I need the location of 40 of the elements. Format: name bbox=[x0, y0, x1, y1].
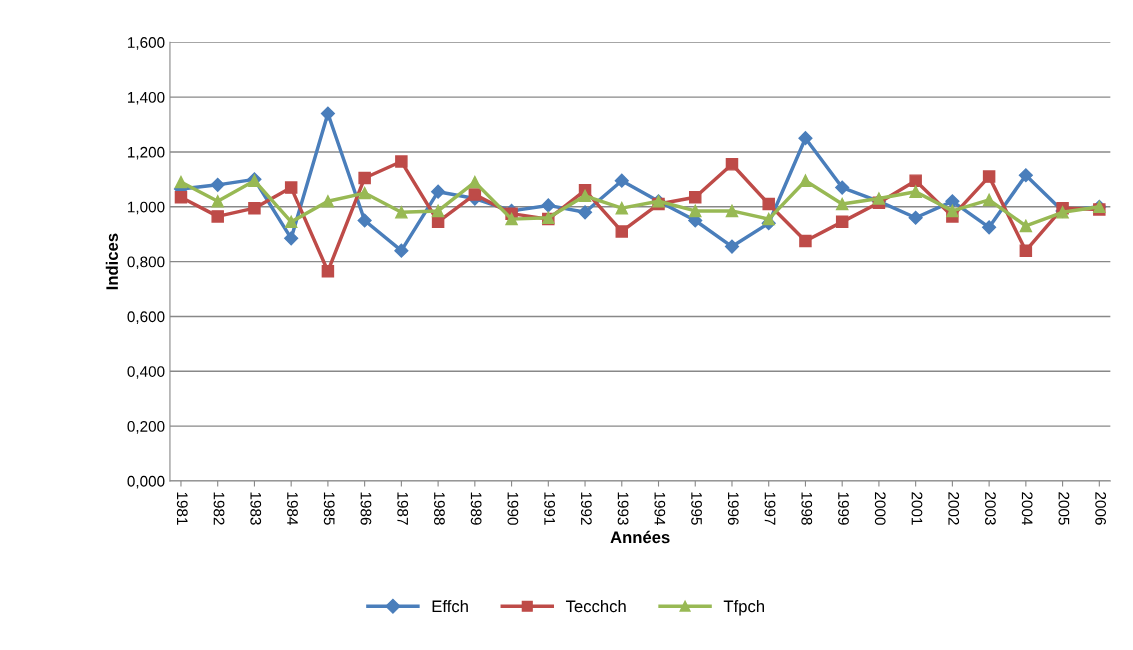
y-tick-label: 0,800 bbox=[127, 256, 165, 270]
x-tick-label: 1995 bbox=[691, 492, 702, 525]
x-tick-label: 1990 bbox=[507, 492, 519, 525]
x-tick-label: 1999 bbox=[838, 492, 849, 525]
x-tick-label: 1989 bbox=[470, 492, 482, 525]
x-tick-label: 1994 bbox=[654, 492, 666, 525]
x-tick-label: 1998 bbox=[801, 492, 813, 525]
legend-label: Tecchch bbox=[565, 600, 626, 613]
x-tick-label: 1982 bbox=[213, 492, 225, 525]
x-tick-label: 2001 bbox=[911, 492, 923, 525]
y-axis-title: Indices bbox=[105, 233, 119, 290]
legend-label: Effch bbox=[432, 600, 468, 613]
y-tick-label: 1,200 bbox=[128, 146, 165, 160]
y-tick-label: 0,600 bbox=[127, 311, 165, 324]
x-tick-label: 1991 bbox=[544, 492, 556, 525]
x-tick-label: 1986 bbox=[360, 492, 372, 525]
y-tick-label: 1,600 bbox=[128, 37, 165, 50]
x-tick-label: 2003 bbox=[985, 492, 996, 525]
y-tick-label: 0,400 bbox=[127, 366, 165, 379]
x-tick-label: 1981 bbox=[176, 492, 188, 525]
y-tick-label: 0,000 bbox=[127, 475, 165, 489]
x-tick-label: 2004 bbox=[1021, 492, 1033, 525]
y-tick-label: 1,400 bbox=[128, 91, 165, 105]
x-tick-label: 1987 bbox=[397, 492, 409, 525]
x-tick-label: 2006 bbox=[1095, 492, 1107, 525]
y-tick-label: 1,000 bbox=[128, 201, 165, 215]
x-tick-label: 1983 bbox=[250, 492, 262, 525]
legend-label: Tfpch bbox=[723, 600, 764, 616]
x-tick-label: 1997 bbox=[764, 492, 776, 525]
x-tick-label: 1985 bbox=[323, 492, 335, 525]
y-tick-label: 0,200 bbox=[127, 421, 165, 434]
x-tick-label: 1988 bbox=[434, 492, 445, 525]
x-axis-title: Années bbox=[610, 530, 670, 544]
x-tick-label: 1996 bbox=[727, 492, 739, 525]
x-tick-label: 1993 bbox=[617, 492, 629, 525]
x-tick-label: 1992 bbox=[580, 492, 592, 525]
x-tick-label: 2002 bbox=[948, 492, 960, 525]
x-tick-label: 2000 bbox=[874, 492, 886, 525]
x-tick-label: 2005 bbox=[1058, 492, 1070, 525]
x-tick-label: 1984 bbox=[287, 492, 298, 525]
